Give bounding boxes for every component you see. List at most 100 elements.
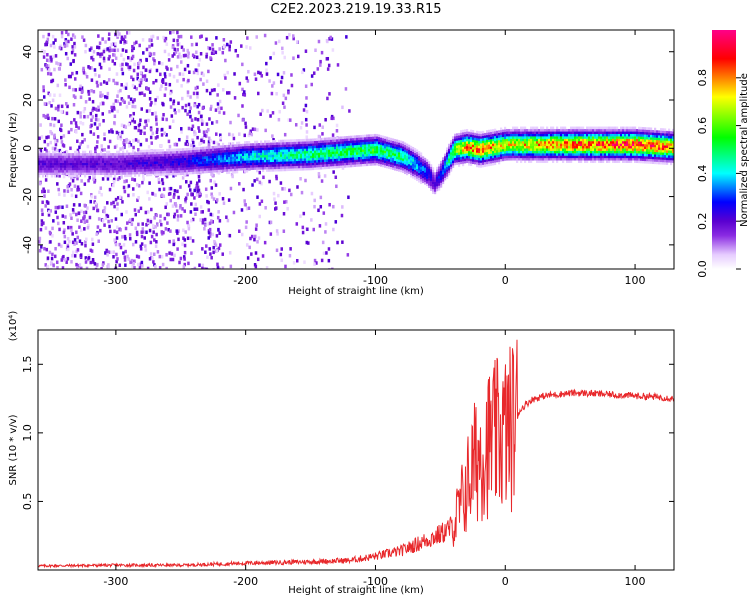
heatmap-cell [250, 155, 253, 158]
heatmap-cell [262, 159, 265, 163]
heatmap-cell [224, 157, 227, 160]
heatmap-cell [249, 236, 252, 241]
heatmap-cell [157, 177, 161, 182]
heatmap-cell [302, 151, 305, 154]
heatmap-cell [258, 167, 261, 170]
heatmap-cell [115, 225, 119, 230]
heatmap-cell [498, 159, 501, 162]
heatmap-cell [218, 192, 221, 196]
heatmap-cell [179, 214, 183, 218]
heatmap-cell [438, 168, 441, 172]
heatmap-cell [176, 38, 179, 43]
heatmap-cell [145, 123, 148, 128]
heatmap-cell [548, 150, 551, 154]
heatmap-cell [218, 155, 221, 158]
heatmap-cell [176, 214, 180, 218]
heatmap-cell [130, 222, 134, 226]
heatmap-cell [154, 225, 157, 229]
heatmap-cell [82, 150, 85, 154]
heatmap-cell [394, 143, 397, 147]
heatmap-cell [210, 163, 213, 166]
heatmap-cell [198, 151, 201, 155]
heatmap-cell [464, 146, 467, 149]
heatmap-cell [232, 144, 235, 148]
heatmap-cell [402, 155, 405, 159]
heatmap-cell [310, 191, 314, 196]
heatmap-cell [295, 258, 299, 263]
heatmap-cell [196, 117, 200, 122]
heatmap-cell [215, 249, 219, 253]
heatmap-cell [360, 149, 363, 153]
heatmap-cell [51, 55, 55, 59]
heatmap-cell [246, 145, 249, 149]
heatmap-cell [99, 82, 103, 86]
heatmap-cell [66, 56, 69, 61]
heatmap-cell [416, 159, 419, 162]
heatmap-cell [358, 164, 361, 167]
heatmap-cell [524, 155, 527, 159]
heatmap-cell [52, 155, 55, 159]
heatmap-cell [45, 149, 48, 153]
heatmap-cell [54, 157, 57, 161]
heatmap-cell [296, 148, 299, 152]
heatmap-cell [500, 137, 503, 140]
heatmap-cell [216, 262, 219, 267]
heatmap-cell [336, 151, 339, 154]
heatmap-cell [60, 160, 63, 163]
heatmap-cell [486, 134, 489, 138]
heatmap-cell [162, 168, 165, 171]
heatmap-cell [266, 140, 269, 143]
heatmap-cell [294, 163, 297, 166]
heatmap-cell [76, 139, 79, 144]
heatmap-cell [158, 61, 161, 65]
heatmap-cell [114, 170, 117, 173]
heatmap-cell [230, 172, 234, 177]
heatmap-cell [344, 148, 347, 151]
heatmap-cell [426, 183, 429, 187]
heatmap-cell [79, 228, 83, 232]
heatmap-cell [251, 183, 254, 187]
heatmap-cell [170, 158, 173, 161]
heatmap-cell [182, 265, 186, 269]
heatmap-cell [468, 160, 471, 164]
heatmap-cell [103, 206, 107, 210]
heatmap-cell [294, 151, 297, 154]
heatmap-cell [300, 148, 303, 152]
heatmap-cell [228, 152, 231, 155]
heatmap-cell [340, 163, 343, 166]
heatmap-cell [52, 162, 55, 166]
heatmap-cell [500, 151, 503, 155]
heatmap-cell [168, 170, 171, 174]
heatmap-cell [522, 126, 525, 130]
heatmap-cell [161, 178, 164, 182]
heatmap-cell [143, 93, 146, 97]
heatmap-cell [187, 55, 190, 59]
heatmap-cell [400, 145, 403, 149]
heatmap-cell [358, 154, 361, 158]
heatmap-cell [364, 146, 367, 150]
heatmap-cell [362, 146, 365, 150]
heatmap-cell [184, 162, 187, 166]
heatmap-cell [273, 197, 276, 201]
heatmap-cell [172, 153, 175, 157]
heatmap-cell [228, 161, 231, 165]
heatmap-cell [154, 98, 157, 102]
heatmap-cell [118, 157, 121, 161]
heatmap-cell [88, 167, 91, 171]
heatmap-cell [508, 157, 511, 161]
heatmap-cell [96, 140, 99, 144]
heatmap-cell [266, 162, 269, 165]
heatmap-cell [64, 82, 67, 87]
heatmap-cell [221, 196, 225, 201]
heatmap-cell [135, 254, 139, 259]
heatmap-cell [106, 162, 109, 166]
heatmap-cell [131, 217, 134, 222]
heatmap-cell [122, 164, 125, 168]
heatmap-cell [141, 180, 144, 185]
heatmap-cell [454, 136, 457, 139]
heatmap-cell [400, 164, 403, 168]
heatmap-cell [454, 140, 457, 144]
heatmap-cell [534, 143, 537, 147]
heatmap-cell [43, 189, 46, 194]
heatmap-cell [84, 49, 87, 54]
